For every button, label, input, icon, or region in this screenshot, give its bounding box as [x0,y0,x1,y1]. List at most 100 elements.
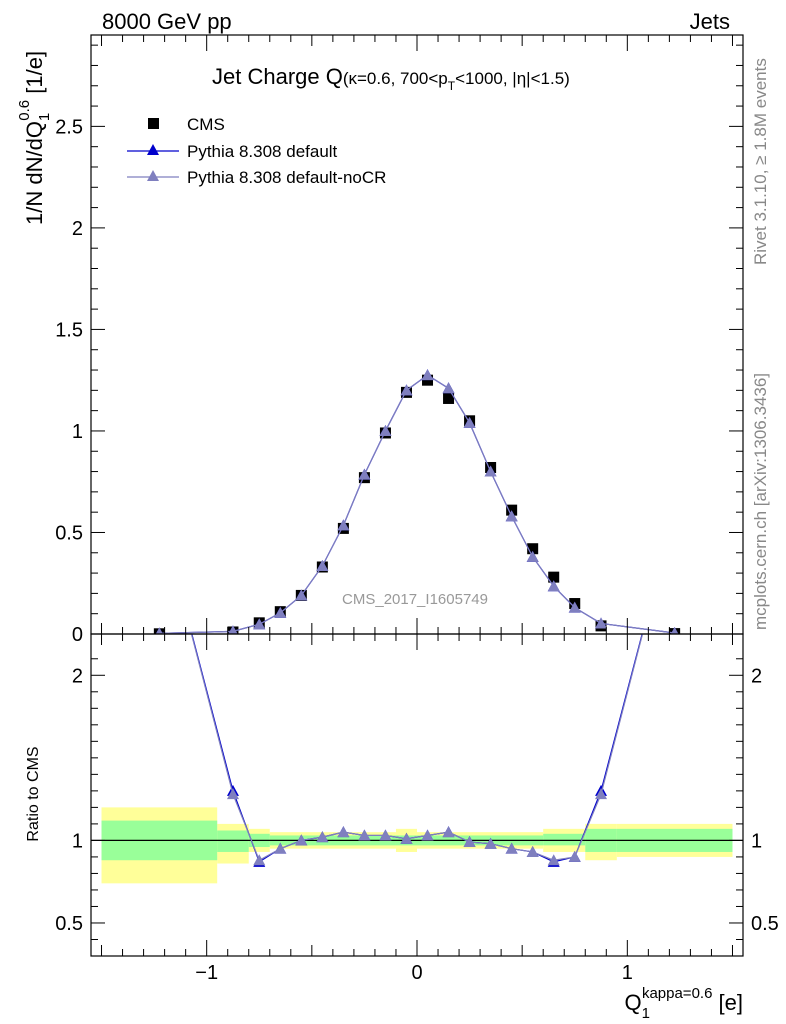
ratio-pythia-nocr-point [295,834,308,846]
pythia-nocr-point [155,627,163,634]
legend-marker-pythia-default [147,144,159,155]
ratio-pythia-nocr-point [568,850,581,862]
rivet-label: Rivet 3.1.10, ≥ 1.8M events [751,58,770,265]
pythia-nocr-point [253,618,266,630]
chart-title: Jet Charge Q(κ=0.6, 700<pT<1000, |η|<1.5… [212,64,570,93]
ratio-band-stat [217,830,249,852]
ratio-xlabel-main: Q [624,990,641,1015]
ratio-pythia-nocr-point [669,504,681,515]
ratio-xtick-label: −1 [195,962,218,984]
ratio-pythia-nocr-point [484,837,497,849]
chart-title-sub: (κ=0.6, 700<p [343,69,448,88]
pythia-nocr-point [274,606,287,618]
ratio-xtick-label: 1 [622,962,633,984]
ratio-frame [90,633,744,957]
ratio-pythia-nocr-point [463,836,476,848]
cms-point [527,543,539,555]
ratio-pythia-nocr-point [337,826,350,838]
pythia-nocr-point [568,601,581,613]
pythia-nocr-point [670,626,679,634]
ratio-pythia-nocr-point [358,829,371,841]
ratio-xlabel-unit: [e] [712,990,743,1015]
ratio-pythia-nocr-point [379,829,392,841]
ratio-ylabel: Ratio to CMS [25,746,42,841]
ratio-band-stat [543,833,586,846]
main-ylabel: 1/N dN/dQ10.6 [1/e] [16,51,53,225]
ratio-pythia-nocr-point [153,504,165,515]
main-ylabel-main: 1/N dN/dQ [22,121,47,225]
ratio-uncertainty-bands [101,807,733,884]
main-ylabel-sup: 0.6 [16,100,33,121]
pythia-nocr-point [379,424,392,436]
main-ytick-label: 1 [72,421,83,443]
ratio-pythia-nocr-point [253,854,266,866]
ratio-xlabel: Q1 kappa=0.6 [e] [624,985,743,1022]
legend-item-pythia-nocr: Pythia 8.308 default-noCR [127,168,386,187]
chart-title-main: Jet Charge Q [212,64,343,89]
ratio-panel: 0.5 0.5 1 1 2 2 −1 0 1 Ratio to CMS Q1 kappa=0.6 … [25,504,779,1022]
main-panel: 0 0.5 1 1.5 2 2.5 Jet Charge Q(κ=0.6, 700<pT<… [16,34,744,646]
ratio-ytick-label: 0.5 [55,913,83,935]
ratio-pythia-nocr-point [526,845,539,857]
cms-point [443,392,455,404]
ratio-plot-data [153,504,681,867]
ratio-pythia-nocr-point [595,788,608,800]
mcplots-label: mcplots.cern.ch [arXiv:1306.3436] [751,373,770,630]
legend: CMS Pythia 8.308 default Pythia 8.308 de… [127,115,386,187]
main-ytick-label: 1.5 [55,319,83,341]
pythia-nocr-point [337,519,350,531]
ratio-pythia-default-line [191,634,643,863]
pythia-nocr-point [484,465,497,477]
main-ytick-label: 2 [72,218,83,240]
ratio-pythia-default-point [153,504,165,515]
pythia-nocr-point [505,510,518,522]
legend-item-cms: CMS [148,115,225,134]
ratio-pythia-nocr-point [442,826,455,838]
pythia-nocr-point [526,550,539,562]
pythia-nocr-point [400,384,413,396]
pythia-nocr-point [442,382,455,394]
main-ylabel-sub: 1 [36,113,53,121]
ratio-xlabel-sub: 1 [642,1005,650,1022]
main-ytick-label: 0 [72,624,83,646]
cms-point [548,571,560,583]
ratio-pythia-nocr-line [190,634,644,862]
legend-label-pythia-nocr: Pythia 8.308 default-noCR [187,168,386,187]
cms-point [506,504,518,516]
ratio-xlabel-sup: kappa=0.6 [642,985,712,1002]
ratio-pythia-nocr-point [400,832,413,844]
legend-marker-pythia-nocr [147,170,159,181]
main-ytick-label: 2.5 [55,116,83,138]
pythia-nocr-line [159,374,675,634]
pythia-nocr-point [547,580,560,592]
ratio-pythia-nocr-point [505,842,518,854]
pythia-nocr-point [316,559,329,571]
pythia-nocr-point [595,617,608,629]
main-axes: 0 0.5 1 1.5 2 2.5 [55,35,743,646]
pythia-nocr-point [228,625,238,634]
ratio-pythia-default-point [669,504,681,515]
ratio-pythia-nocr-point [274,842,287,854]
analysis-watermark: CMS_2017_I1605749 [342,591,488,608]
chart-title-sub-tail: <1000, |η|<1.5) [455,69,570,88]
ratio-xtick-label: 0 [411,962,422,984]
pythia-nocr-point [358,468,371,480]
main-plot-data [153,369,681,634]
ratio-ytick-label: 2 [72,665,83,687]
ratio-pythia-nocr-point [547,854,560,866]
ratio-ytick-label-right: 0.5 [751,913,779,935]
process-label: Jets [690,9,730,34]
ratio-pythia-nocr-point [421,829,434,841]
main-ytick-label: 0.5 [55,522,83,544]
legend-item-pythia-default: Pythia 8.308 default [127,142,338,161]
energy-label: 8000 GeV pp [102,9,232,34]
main-ylabel-unit: [1/e] [22,51,47,100]
pythia-nocr-point [463,416,476,428]
ratio-ytick-label: 1 [72,830,83,852]
ratio-ytick-label-right: 1 [751,830,762,852]
cms-point [422,374,434,386]
legend-label-pythia-default: Pythia 8.308 default [187,142,338,161]
pythia-nocr-point [421,369,434,381]
ratio-pythia-nocr-point [316,831,329,843]
